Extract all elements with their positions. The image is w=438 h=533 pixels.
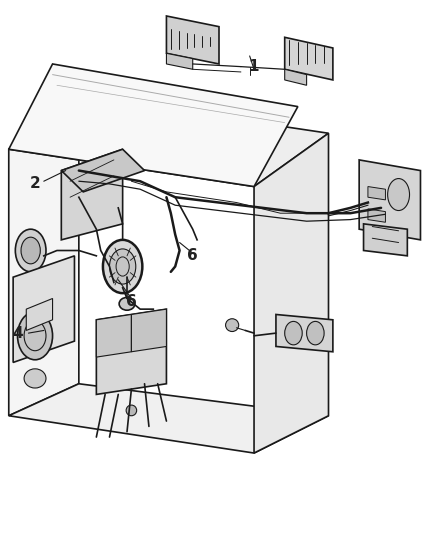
Polygon shape bbox=[364, 224, 407, 256]
Ellipse shape bbox=[307, 321, 324, 345]
Polygon shape bbox=[285, 69, 307, 85]
Ellipse shape bbox=[15, 229, 46, 272]
Polygon shape bbox=[254, 133, 328, 453]
Ellipse shape bbox=[103, 240, 142, 293]
Text: 6: 6 bbox=[187, 248, 198, 263]
Polygon shape bbox=[96, 309, 166, 394]
Ellipse shape bbox=[388, 179, 410, 211]
Ellipse shape bbox=[18, 312, 53, 360]
Polygon shape bbox=[131, 309, 166, 352]
Polygon shape bbox=[61, 149, 145, 192]
Polygon shape bbox=[9, 96, 328, 187]
Polygon shape bbox=[13, 256, 74, 362]
Polygon shape bbox=[359, 160, 420, 240]
Text: 2: 2 bbox=[30, 176, 40, 191]
Polygon shape bbox=[9, 96, 79, 416]
Polygon shape bbox=[368, 231, 385, 245]
Polygon shape bbox=[61, 149, 123, 240]
Text: 4: 4 bbox=[12, 326, 23, 341]
Ellipse shape bbox=[285, 321, 302, 345]
Ellipse shape bbox=[24, 369, 46, 388]
Polygon shape bbox=[166, 53, 193, 69]
Polygon shape bbox=[96, 314, 131, 357]
Ellipse shape bbox=[126, 405, 137, 416]
Polygon shape bbox=[26, 298, 53, 330]
Polygon shape bbox=[276, 314, 333, 352]
Ellipse shape bbox=[110, 249, 136, 284]
Polygon shape bbox=[285, 37, 333, 80]
Polygon shape bbox=[368, 187, 385, 200]
Polygon shape bbox=[9, 384, 328, 453]
Text: 1: 1 bbox=[249, 59, 259, 74]
Polygon shape bbox=[9, 64, 298, 187]
Text: 6: 6 bbox=[126, 294, 137, 309]
Ellipse shape bbox=[119, 297, 135, 310]
Polygon shape bbox=[368, 209, 385, 222]
Ellipse shape bbox=[226, 319, 239, 332]
Polygon shape bbox=[166, 16, 219, 64]
Ellipse shape bbox=[21, 237, 40, 264]
